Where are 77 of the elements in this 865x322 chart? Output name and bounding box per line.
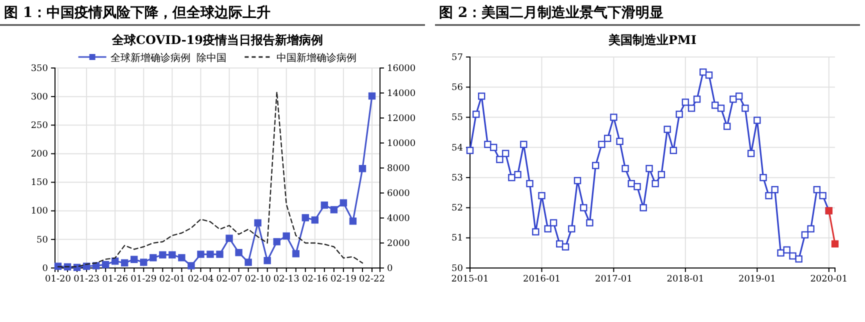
y-tick-label: 200 bbox=[30, 150, 48, 160]
point bbox=[226, 234, 233, 242]
chart-title: 图 2：美国二月制造业景气下滑明显 bbox=[439, 4, 664, 21]
x-tick-label: 2018-01 bbox=[666, 274, 704, 284]
point bbox=[264, 256, 271, 264]
y-tick-label: 57 bbox=[452, 52, 464, 63]
y-tick-label: 51 bbox=[452, 234, 463, 244]
point bbox=[140, 258, 148, 266]
y2-tick-label: 4000 bbox=[387, 214, 410, 224]
point bbox=[340, 199, 348, 206]
y2-tick-label: 6000 bbox=[387, 188, 410, 199]
y-tick-label: 52 bbox=[452, 204, 463, 214]
point bbox=[206, 250, 214, 258]
x-tick-label: 02-13 bbox=[273, 274, 300, 284]
point bbox=[292, 250, 300, 258]
y2-tick-label: 8000 bbox=[387, 164, 410, 174]
y2-tick-label: 12000 bbox=[387, 114, 416, 124]
x-tick-label: 02-07 bbox=[216, 274, 243, 284]
point bbox=[358, 164, 366, 172]
point bbox=[254, 219, 262, 226]
x-tick-label: 01-23 bbox=[74, 274, 100, 284]
x-tick-label: 2016-01 bbox=[523, 274, 560, 284]
y2-tick-label: 16000 bbox=[387, 64, 416, 74]
point bbox=[302, 214, 309, 222]
chart-title: 图 1：中国疫情风险下降，但全球边际上升 bbox=[4, 4, 271, 21]
point bbox=[330, 206, 338, 214]
x-tick-label: 01-29 bbox=[130, 274, 157, 284]
point bbox=[349, 218, 357, 225]
point bbox=[368, 92, 376, 100]
x-tick-label: 01-26 bbox=[102, 274, 128, 284]
x-tick-label: 2015-01 bbox=[451, 274, 489, 284]
point bbox=[102, 260, 110, 268]
x-tick-label: 2017-01 bbox=[594, 274, 632, 284]
y2-tick-label: 2000 bbox=[387, 238, 410, 249]
y2-tick-label: 10000 bbox=[387, 138, 416, 149]
legend-label: 全球新增确诊病例 除中国 bbox=[110, 52, 227, 64]
point bbox=[235, 248, 242, 256]
y-tick-label: 150 bbox=[30, 178, 48, 188]
y-tick-label: 56 bbox=[452, 83, 464, 94]
x-tick-label: 01-20 bbox=[45, 274, 72, 284]
point bbox=[273, 238, 280, 246]
x-tick-label: 02-10 bbox=[244, 274, 272, 284]
chart-subtitle: 全球COVID-19疫情当日报告新增病例 bbox=[110, 33, 324, 47]
y-tick-label: 50 bbox=[36, 235, 48, 246]
x-tick-label: 2019-01 bbox=[738, 274, 776, 284]
point bbox=[197, 250, 204, 258]
point bbox=[150, 254, 157, 262]
chart-subtitle: 美国制造业PMI bbox=[608, 33, 697, 47]
y2-tick-label: 14000 bbox=[387, 88, 416, 99]
x-tick-label: 02-01 bbox=[159, 274, 186, 284]
point bbox=[130, 256, 138, 264]
point bbox=[178, 254, 186, 262]
point bbox=[159, 251, 166, 258]
legend-label: 中国新增确诊病例 bbox=[276, 52, 357, 64]
x-tick-label: 02-22 bbox=[359, 274, 385, 284]
y-tick-label: 250 bbox=[30, 121, 48, 132]
point bbox=[320, 202, 328, 209]
point bbox=[282, 232, 290, 240]
point bbox=[188, 262, 195, 270]
x-tick-label: 2020-01 bbox=[810, 274, 848, 284]
y-tick-label: 55 bbox=[452, 113, 464, 124]
y-tick-label: 100 bbox=[30, 206, 48, 217]
x-tick-label: 02-16 bbox=[302, 274, 328, 284]
point bbox=[168, 251, 176, 258]
y-tick-label: 300 bbox=[30, 92, 48, 102]
y-tick-label: 53 bbox=[452, 173, 464, 184]
x-tick-label: 02-19 bbox=[330, 274, 357, 284]
point bbox=[216, 250, 224, 258]
y2-tick-label: 0 bbox=[387, 264, 393, 274]
point bbox=[311, 216, 319, 224]
y-tick-label: 0 bbox=[42, 264, 48, 274]
point bbox=[244, 258, 252, 266]
x-tick-label: 02-04 bbox=[188, 274, 214, 284]
y-tick-label: 54 bbox=[452, 143, 464, 154]
y-tick-label: 350 bbox=[30, 64, 48, 74]
point bbox=[121, 259, 128, 266]
y-tick-label: 50 bbox=[452, 264, 464, 274]
